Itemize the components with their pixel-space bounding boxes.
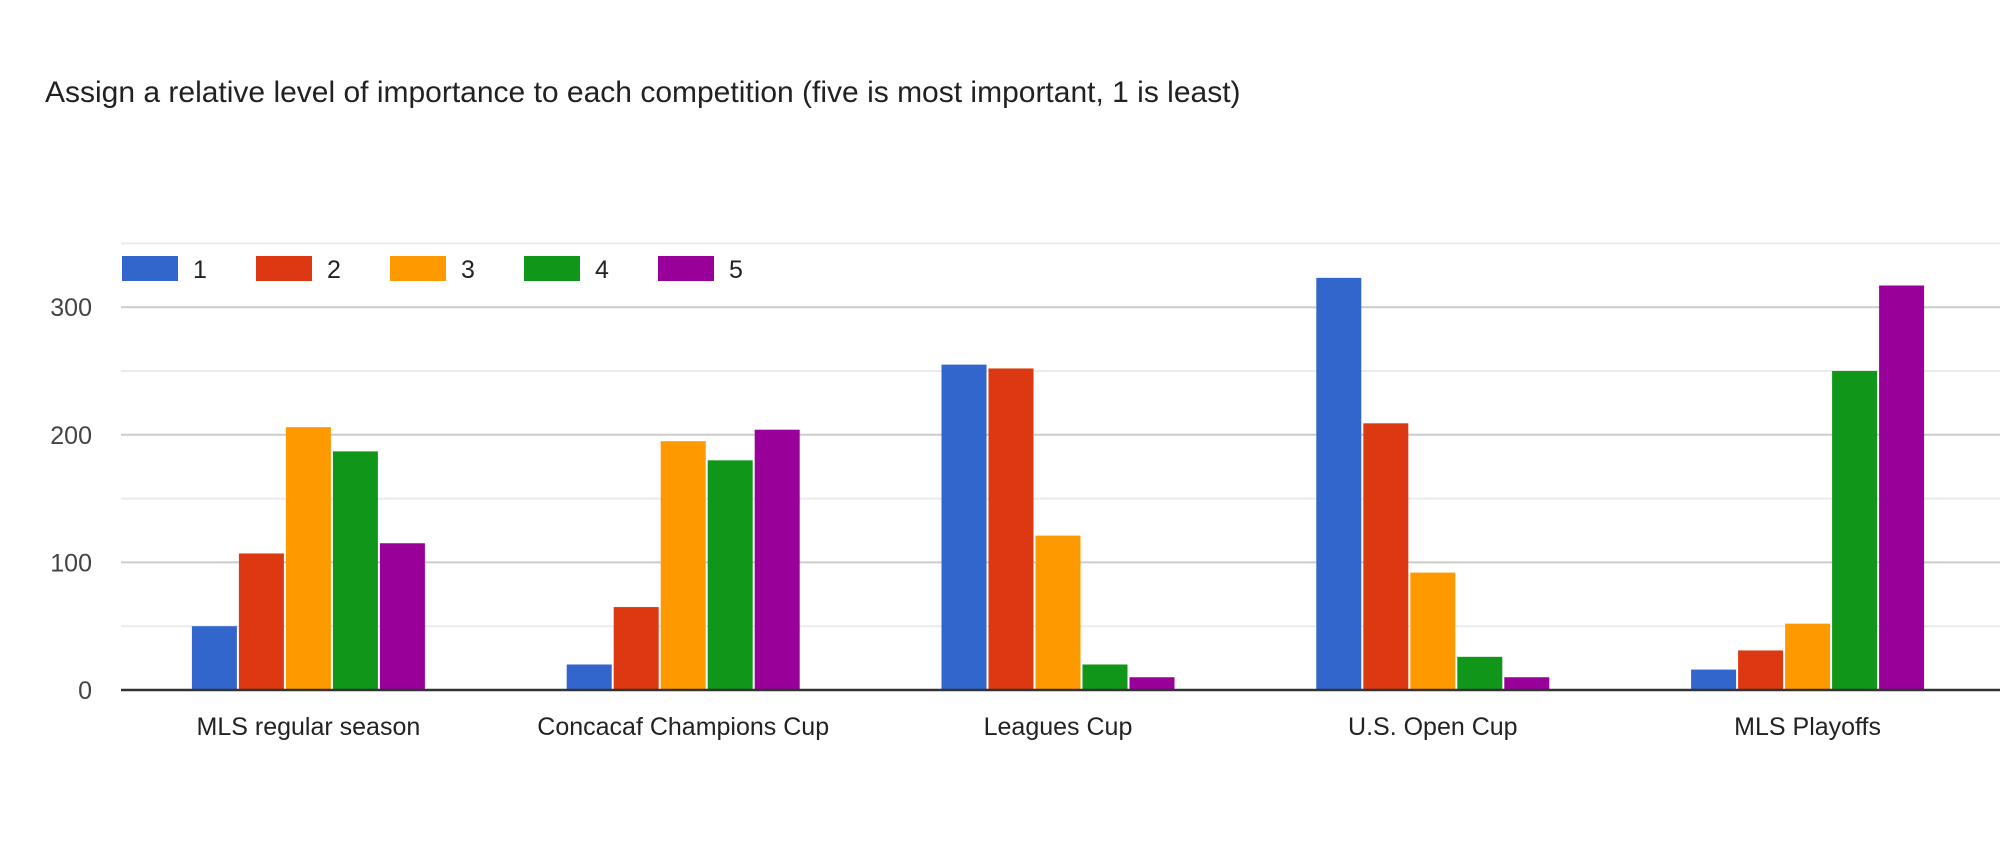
legend-label: 4 — [595, 256, 609, 284]
legend-label: 3 — [461, 256, 475, 284]
bar-concacaf-champions-cup-5 — [754, 429, 800, 690]
bar-mls-regular-season-2 — [238, 553, 284, 690]
x-tick-label: Leagues Cup — [984, 713, 1133, 741]
bar-mls-regular-season-3 — [285, 427, 331, 690]
y-tick-label: 300 — [50, 294, 92, 322]
legend-swatch-2 — [256, 256, 312, 281]
y-axis-ticks: 0 100 200 300 — [50, 294, 92, 705]
bar-leagues-cup-4 — [1082, 664, 1128, 690]
bar-mls-playoffs-5 — [1879, 285, 1925, 690]
legend: 1 2 3 4 5 — [122, 256, 743, 284]
bar-concacaf-champions-cup-4 — [707, 460, 753, 690]
bar-concacaf-champions-cup-2 — [613, 607, 659, 690]
gridlines — [121, 242, 2000, 628]
bar-leagues-cup-2 — [988, 368, 1034, 690]
bar-leagues-cup-1 — [941, 364, 987, 690]
bar-mls-playoffs-2 — [1738, 650, 1784, 690]
bar-concacaf-champions-cup-3 — [660, 441, 706, 690]
legend-label: 2 — [327, 256, 341, 284]
legend-swatch-1 — [122, 256, 178, 281]
y-tick-label: 0 — [78, 677, 92, 705]
bar-u-s-open-cup-2 — [1363, 423, 1409, 690]
x-tick-label: Concacaf Champions Cup — [537, 713, 829, 741]
legend-swatch-4 — [524, 256, 580, 281]
legend-label: 1 — [193, 256, 207, 284]
bar-leagues-cup-3 — [1035, 535, 1081, 690]
bar-leagues-cup-5 — [1129, 677, 1175, 690]
chart-title: Assign a relative level of importance to… — [45, 76, 1241, 109]
bar-mls-regular-season-1 — [191, 626, 237, 690]
bar-concacaf-champions-cup-1 — [566, 664, 612, 690]
bar-u-s-open-cup-4 — [1457, 656, 1503, 690]
bar-u-s-open-cup-5 — [1504, 677, 1550, 690]
y-tick-label: 100 — [50, 549, 92, 577]
bar-mls-playoffs-3 — [1785, 623, 1831, 690]
y-tick-label: 200 — [50, 422, 92, 450]
bar-u-s-open-cup-1 — [1316, 277, 1362, 690]
x-tick-label: MLS Playoffs — [1734, 713, 1881, 741]
x-tick-label: MLS regular season — [197, 713, 421, 741]
x-axis-labels: MLS regular season Concacaf Champions Cup… — [197, 713, 1881, 741]
bar-mls-regular-season-4 — [332, 451, 378, 690]
bar-mls-playoffs-1 — [1691, 669, 1737, 690]
legend-swatch-3 — [390, 256, 446, 281]
bar-mls-playoffs-4 — [1832, 371, 1878, 690]
legend-label: 5 — [729, 256, 743, 284]
legend-swatch-5 — [658, 256, 714, 281]
bars — [121, 277, 2000, 692]
bar-mls-regular-season-5 — [379, 543, 425, 690]
x-tick-label: U.S. Open Cup — [1348, 713, 1518, 741]
bar-u-s-open-cup-3 — [1410, 572, 1456, 690]
